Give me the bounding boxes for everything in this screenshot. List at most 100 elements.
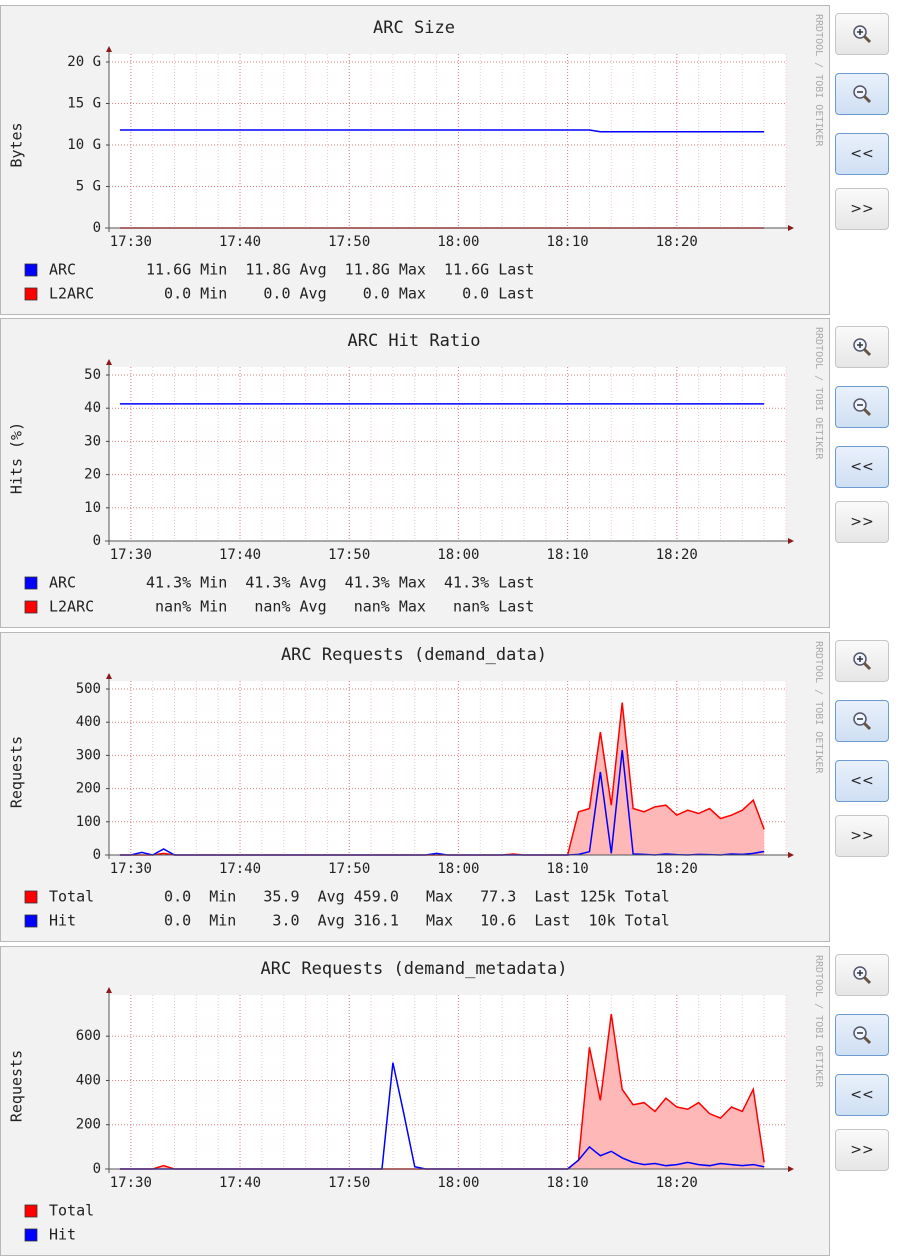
graph-panel: ARC Requests (demand_metadata) Requests RR… bbox=[0, 946, 830, 1256]
legend-stats: 0.0 Min 3.0 Avg 316.1 Max 10.6 Last 10k … bbox=[146, 912, 670, 930]
zoom-icon bbox=[853, 652, 872, 671]
x-tick-label: 18:10 bbox=[547, 547, 589, 563]
legend-name: Total bbox=[49, 888, 94, 906]
legend-stats: 41.3% Min 41.3% Avg 41.3% Max 41.3% Last bbox=[146, 574, 534, 592]
y-tick-label: 30 bbox=[84, 433, 101, 449]
legend-name: ARC bbox=[49, 261, 76, 279]
y-axis-label: Hits (%) bbox=[8, 422, 26, 494]
y-tick-label: 0 bbox=[93, 847, 101, 863]
forward-button[interactable]: >> bbox=[835, 501, 889, 543]
x-tick-label: 18:00 bbox=[437, 1175, 479, 1191]
x-tick-label: 17:50 bbox=[328, 1175, 370, 1191]
chart-title: ARC Requests (demand_metadata) bbox=[260, 959, 567, 979]
y-tick-label: 100 bbox=[76, 814, 101, 830]
area-fill bbox=[119, 1014, 765, 1169]
zoom-in-button[interactable] bbox=[835, 13, 889, 55]
chart: ARC Requests (demand_data) Requests RRDTOO… bbox=[8, 641, 825, 930]
x-tick-label: 17:30 bbox=[110, 1175, 152, 1191]
x-tick-label: 18:10 bbox=[547, 861, 589, 877]
x-tick-label: 18:20 bbox=[656, 234, 698, 250]
x-tick-label: 18:20 bbox=[656, 1175, 698, 1191]
x-tick-label: 17:30 bbox=[110, 234, 152, 250]
watermark: RRDTOOL / TOBI OETIKER bbox=[813, 327, 824, 460]
legend-stats: nan% Min nan% Avg nan% Max nan% Last bbox=[146, 598, 534, 616]
legend-stats: 0.0 Min 0.0 Avg 0.0 Max 0.0 Last bbox=[146, 285, 534, 303]
axis-arrow bbox=[106, 359, 112, 365]
x-tick-label: 17:50 bbox=[328, 547, 370, 563]
legend-swatch bbox=[24, 914, 38, 928]
legend-swatch bbox=[24, 1228, 38, 1242]
x-tick-label: 17:40 bbox=[219, 234, 261, 250]
zoom-icon bbox=[853, 25, 872, 44]
y-tick-label: 0 bbox=[93, 1161, 101, 1177]
chart: ARC Size Bytes RRDTOOL / TOBI OETIKER 17:30… bbox=[8, 14, 825, 303]
legend-swatch bbox=[24, 576, 38, 590]
forward-button[interactable]: >> bbox=[835, 188, 889, 230]
legend-name: Hit bbox=[49, 912, 76, 930]
y-tick-label: 5 G bbox=[76, 179, 101, 195]
y-tick-label: 10 bbox=[84, 500, 101, 516]
y-tick-label: 50 bbox=[84, 367, 101, 383]
back-button[interactable]: << bbox=[835, 1074, 889, 1116]
zoom-out-button[interactable] bbox=[835, 1014, 889, 1056]
plot-area bbox=[109, 54, 786, 228]
zoom-in-button[interactable] bbox=[835, 326, 889, 368]
watermark: RRDTOOL / TOBI OETIKER bbox=[813, 641, 824, 774]
axis-arrow bbox=[106, 46, 112, 52]
zoom-out-button[interactable] bbox=[835, 700, 889, 742]
back-button[interactable]: << bbox=[835, 133, 889, 175]
legend-stats: 0.0 Min 35.9 Avg 459.0 Max 77.3 Last 125… bbox=[146, 888, 670, 906]
series-line bbox=[119, 129, 765, 133]
zoom-in-button[interactable] bbox=[835, 640, 889, 682]
x-tick-label: 17:40 bbox=[219, 861, 261, 877]
y-axis-label: Bytes bbox=[8, 122, 26, 167]
plot-area bbox=[109, 367, 786, 541]
axis-arrow bbox=[788, 225, 794, 231]
x-tick-label: 18:10 bbox=[547, 234, 589, 250]
graph-panel: ARC Requests (demand_data) Requests RRDTOO… bbox=[0, 632, 830, 942]
back-button[interactable]: << bbox=[835, 446, 889, 488]
x-tick-label: 17:40 bbox=[219, 1175, 261, 1191]
y-tick-label: 200 bbox=[76, 1117, 101, 1133]
x-tick-label: 17:30 bbox=[110, 547, 152, 563]
y-tick-label: 0 bbox=[93, 533, 101, 549]
x-tick-label: 17:50 bbox=[328, 861, 370, 877]
watermark: RRDTOOL / TOBI OETIKER bbox=[813, 955, 824, 1088]
zoom-out-button[interactable] bbox=[835, 73, 889, 115]
y-axis-label: Requests bbox=[8, 736, 26, 808]
y-tick-label: 10 G bbox=[67, 137, 101, 153]
chart: ARC Requests (demand_metadata) Requests RR… bbox=[8, 955, 825, 1244]
x-tick-label: 18:00 bbox=[437, 861, 479, 877]
y-tick-label: 40 bbox=[84, 400, 101, 416]
y-tick-label: 20 G bbox=[67, 54, 101, 70]
legend-swatch bbox=[24, 1204, 38, 1218]
forward-button[interactable]: >> bbox=[835, 1129, 889, 1171]
x-tick-label: 18:00 bbox=[437, 547, 479, 563]
y-tick-label: 0 bbox=[93, 220, 101, 236]
page: {"chart_data":[ {"type":"line","title":"… bbox=[0, 5, 889, 1256]
legend-name: Total bbox=[49, 1202, 94, 1220]
axis-arrow bbox=[106, 673, 112, 679]
zoom-icon bbox=[853, 85, 872, 104]
axis-arrow bbox=[788, 852, 794, 858]
legend-swatch bbox=[24, 287, 38, 301]
legend-name: L2ARC bbox=[49, 285, 94, 303]
chart: ARC Hit Ratio Hits (%) RRDTOOL / TOBI OETI… bbox=[8, 327, 825, 616]
back-button[interactable]: << bbox=[835, 760, 889, 802]
zoom-out-button[interactable] bbox=[835, 386, 889, 428]
axis-arrow bbox=[106, 987, 112, 993]
legend-name: ARC bbox=[49, 574, 76, 592]
x-tick-label: 17:40 bbox=[219, 547, 261, 563]
legend-swatch bbox=[24, 263, 38, 277]
y-tick-label: 20 bbox=[84, 467, 101, 483]
zoom-icon bbox=[853, 712, 872, 731]
y-tick-label: 200 bbox=[76, 781, 101, 797]
x-tick-label: 18:20 bbox=[656, 547, 698, 563]
chart-title: ARC Requests (demand_data) bbox=[281, 645, 547, 665]
chart-title: ARC Hit Ratio bbox=[347, 331, 480, 351]
zoom-in-button[interactable] bbox=[835, 954, 889, 996]
graph-panel: ARC Hit Ratio Hits (%) RRDTOOL / TOBI OETI… bbox=[0, 318, 830, 628]
chart-title: ARC Size bbox=[373, 18, 455, 38]
forward-button[interactable]: >> bbox=[835, 815, 889, 857]
y-tick-label: 15 G bbox=[67, 96, 101, 112]
